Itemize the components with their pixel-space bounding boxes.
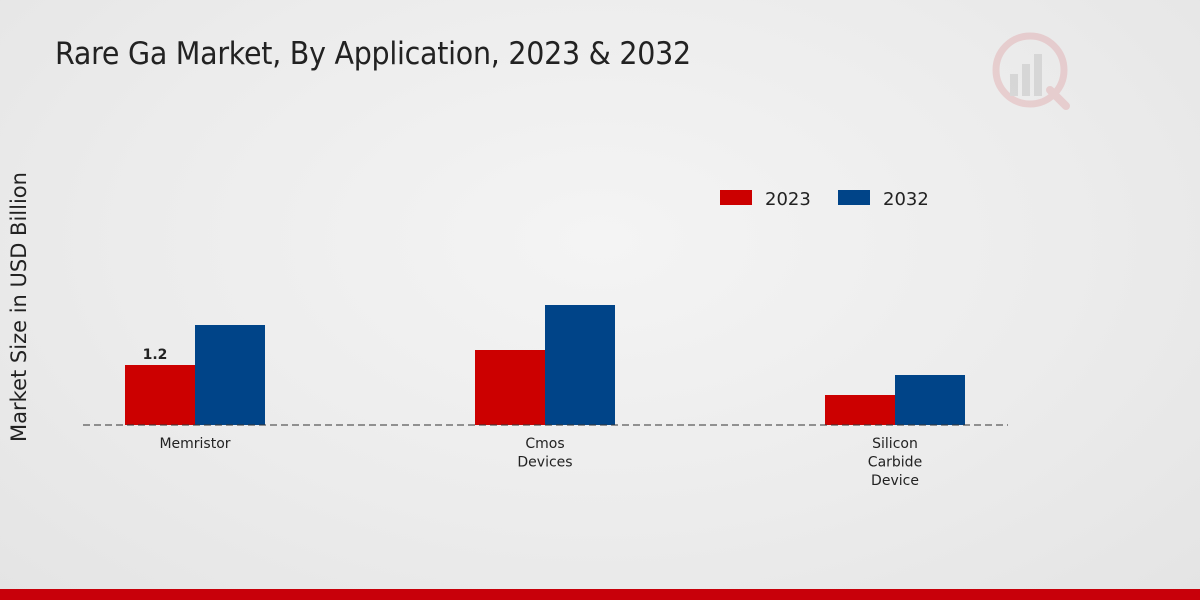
bar-2032-2 [895, 375, 965, 425]
x-tick-label-line: Carbide [868, 455, 922, 471]
x-tick-label-line: Device [871, 473, 919, 489]
bar-2023-0 [125, 365, 195, 425]
data-label: 1.2 [143, 347, 168, 363]
legend-label-2023: 2023 [765, 189, 811, 210]
x-tick-label-line: Cmos [525, 436, 564, 452]
x-tick-label-0: Memristor [159, 436, 230, 452]
legend-swatch-2023 [720, 190, 752, 205]
legend-swatch-2032 [838, 190, 870, 205]
x-tick-label-line: Memristor [159, 436, 230, 452]
bar-2032-1 [545, 305, 615, 425]
footer-accent-bar [0, 589, 1200, 600]
x-tick-label-line: Devices [517, 455, 572, 471]
bar-2032-0 [195, 325, 265, 425]
y-axis-label: Market Size in USD Billion [7, 172, 31, 442]
brand-logo-icon [992, 32, 1070, 110]
chart-title: Rare Ga Market, By Application, 2023 & 2… [55, 36, 691, 72]
x-tick-label-1: Cmos Devices [517, 436, 572, 471]
legend-label-2032: 2032 [883, 189, 929, 210]
bar-2023-1 [475, 350, 545, 425]
x-tick-label-2: Silicon Carbide Device [868, 436, 922, 489]
x-tick-label-line: Silicon [872, 436, 918, 452]
bar-2023-2 [825, 395, 895, 425]
